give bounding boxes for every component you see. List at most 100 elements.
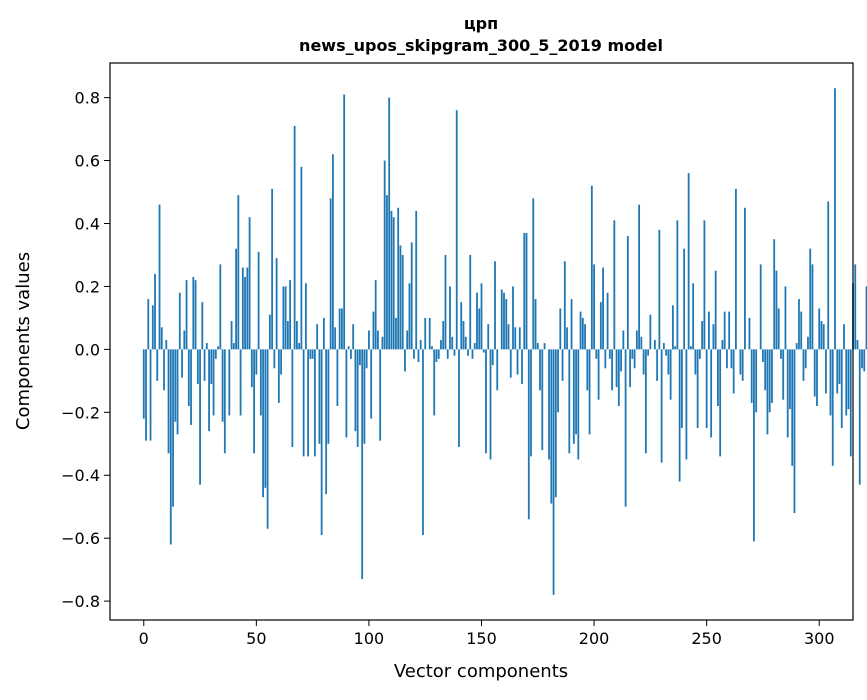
bar [212,349,215,416]
bar [228,349,231,416]
x-tick-label: 200 [579,629,610,648]
bar [838,349,841,384]
bar [658,229,661,350]
bar [250,349,253,388]
bar [572,349,575,444]
bar [223,349,226,454]
bar [210,349,213,384]
bar [809,248,812,350]
bar [372,311,375,350]
bar [843,324,845,350]
bar [435,349,438,362]
bar [503,292,505,350]
bar [345,349,348,438]
bar [453,349,456,356]
bar [298,343,301,350]
bar [660,349,663,463]
bar [653,339,656,350]
bar [624,349,627,507]
bar [401,254,404,350]
bar [327,349,330,444]
bar [849,349,852,457]
bar [408,283,411,350]
bar [214,349,217,359]
bar [176,349,179,435]
plot-frame [109,62,854,621]
bar [667,349,670,375]
bar [377,330,379,350]
bar [415,210,418,350]
bar [744,207,746,350]
bar [289,280,292,350]
bar [795,343,798,350]
bar [665,349,668,356]
bar [399,245,402,350]
bar [480,283,483,350]
bar [151,305,154,350]
bar [318,349,321,444]
bar [516,349,519,375]
y-tick-label: 0.4 [75,214,100,233]
chart-title: црп news_upos_skipgram_300_5_2019 model [299,14,663,55]
bar [458,349,460,447]
bar [755,349,758,413]
bar [264,349,267,488]
bar [825,349,827,394]
y-axis-label: Components values [13,252,34,430]
bar [241,267,244,350]
bar [203,349,206,381]
bar [831,349,834,466]
bar [268,314,271,350]
bar [753,349,755,542]
bar [354,349,357,432]
bar [550,349,553,504]
bar [343,94,346,350]
bar [741,349,744,381]
bar [368,330,370,350]
bars-group [142,88,867,595]
bar [834,88,836,350]
bar [694,349,697,375]
bar [379,349,382,441]
bar [350,349,352,359]
bar [293,125,296,350]
bar [356,349,359,447]
bar [347,346,350,350]
bar [183,330,186,350]
bar [487,324,490,350]
bar [687,173,690,350]
bar [246,267,249,350]
bar [332,154,334,350]
bar [721,339,724,350]
bar [563,261,566,350]
y-tick-label: 0.2 [75,277,100,296]
bar [629,349,631,388]
bar [644,349,647,454]
bar [442,321,445,350]
bar [431,346,433,350]
bar [559,308,562,350]
bar [482,349,485,353]
bar [649,314,652,350]
bar [446,349,449,359]
bar [595,349,598,359]
bar [597,349,600,400]
bar [640,336,643,350]
bar [728,311,731,350]
bar [158,204,161,350]
bar [581,317,584,350]
bar [525,232,528,350]
bar [291,349,294,447]
bar [656,349,659,381]
bar [829,349,832,416]
y-tick-label: −0.2 [61,403,100,422]
bar [678,349,681,482]
title: црп [464,14,498,33]
bar [286,321,289,350]
bar [548,349,550,460]
bar [230,321,233,350]
bar [460,302,463,350]
bar [708,311,710,350]
x-axis-label: Vector components [394,661,568,682]
bar [820,321,823,350]
